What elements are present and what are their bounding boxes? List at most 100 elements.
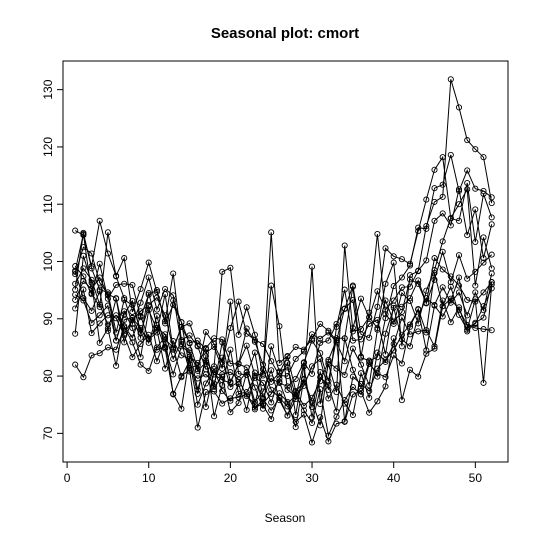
data-point	[137, 334, 144, 341]
data-point	[80, 295, 87, 302]
data-point	[423, 329, 430, 336]
data-point	[284, 383, 291, 390]
data-point	[202, 352, 209, 360]
data-point	[447, 151, 454, 158]
data-point	[268, 378, 275, 385]
data-point	[398, 360, 405, 367]
data-point	[423, 257, 430, 264]
data-point	[276, 323, 283, 330]
data-point	[80, 286, 87, 293]
data-point	[129, 339, 136, 346]
data-point	[129, 314, 136, 321]
data-point	[480, 234, 487, 241]
data-point	[268, 407, 275, 414]
series-line	[74, 271, 493, 426]
data-point	[439, 284, 446, 291]
data-point	[317, 386, 324, 393]
data-point	[447, 273, 454, 280]
data-point	[382, 330, 389, 337]
data-point	[227, 409, 234, 416]
data-point	[259, 366, 267, 373]
data-point	[113, 295, 120, 302]
data-point	[211, 369, 218, 376]
data-point	[227, 298, 234, 305]
series-9	[72, 268, 495, 429]
data-point	[178, 343, 185, 350]
data-point	[80, 229, 87, 236]
data-point	[259, 400, 267, 407]
data-point	[243, 325, 250, 332]
data-point	[219, 387, 226, 395]
data-point	[406, 262, 414, 269]
data-point	[464, 232, 471, 239]
data-point	[186, 339, 193, 346]
data-point	[194, 366, 201, 373]
data-point	[439, 193, 446, 200]
data-point	[423, 225, 430, 232]
data-point	[439, 181, 446, 188]
data-point	[227, 369, 234, 376]
x-tick-label: 30	[305, 471, 319, 485]
data-point	[243, 342, 250, 349]
data-point	[488, 251, 495, 258]
data-point	[415, 277, 422, 284]
data-point	[341, 242, 348, 249]
data-point	[317, 320, 324, 327]
data-point	[284, 412, 291, 419]
data-point	[431, 185, 438, 192]
data-point	[406, 260, 414, 267]
data-point	[447, 295, 454, 302]
data-point	[292, 418, 299, 425]
data-point	[480, 307, 487, 314]
series-line	[74, 189, 493, 377]
data-point	[349, 345, 356, 352]
data-point	[447, 214, 454, 222]
data-point	[349, 366, 356, 373]
data-point	[129, 354, 136, 361]
data-point	[472, 268, 479, 275]
data-point	[455, 217, 463, 224]
data-point	[186, 366, 193, 373]
data-point	[415, 328, 422, 335]
data-point	[431, 255, 438, 262]
data-point	[374, 230, 381, 238]
data-point	[153, 287, 160, 294]
data-point	[382, 297, 389, 304]
data-point	[235, 298, 242, 305]
data-point	[211, 335, 218, 342]
data-point	[398, 308, 405, 315]
data-point	[317, 350, 324, 357]
data-point	[374, 288, 381, 295]
data-point	[153, 344, 160, 351]
data-point	[268, 390, 275, 397]
data-point	[227, 324, 234, 332]
data-point	[300, 375, 307, 382]
data-point	[349, 373, 356, 380]
data-point	[268, 282, 275, 289]
data-point	[423, 350, 430, 357]
data-point	[439, 248, 446, 255]
data-point	[194, 401, 201, 408]
data-point	[398, 284, 405, 291]
data-point	[121, 324, 128, 331]
data-point	[308, 419, 316, 427]
data-point	[235, 399, 242, 407]
data-point	[357, 391, 365, 398]
data-point	[251, 404, 258, 411]
data-point	[415, 267, 422, 274]
data-point	[366, 309, 373, 316]
data-point	[325, 438, 332, 445]
data-point	[284, 359, 291, 366]
data-point	[423, 347, 430, 354]
data-point	[137, 285, 144, 293]
x-tick-label: 0	[64, 471, 71, 485]
data-point	[170, 355, 177, 362]
data-point	[423, 327, 430, 334]
series-line	[74, 155, 493, 397]
data-point	[464, 326, 471, 333]
data-point	[455, 201, 463, 208]
data-point	[382, 383, 389, 390]
x-axis: 0 10 20 30 40 50	[64, 461, 482, 485]
data-point	[211, 413, 218, 420]
data-point	[472, 206, 479, 213]
